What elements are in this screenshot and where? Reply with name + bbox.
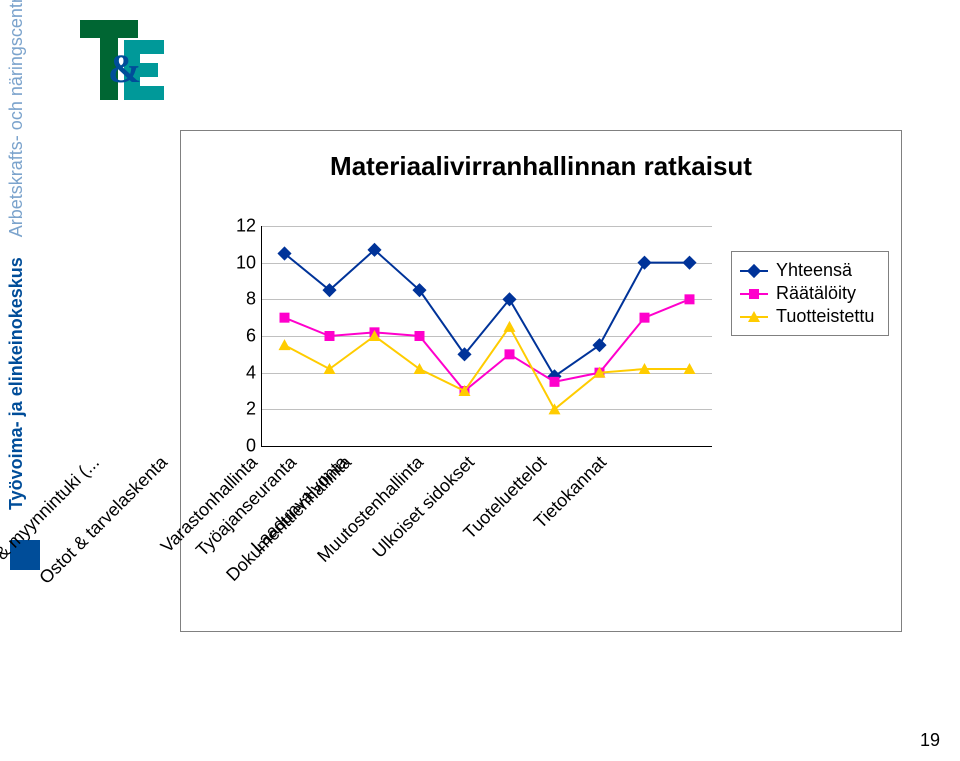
- legend-swatch: [740, 310, 768, 324]
- chart-series-marker: [637, 256, 651, 270]
- legend-label: Tuotteistettu: [776, 306, 874, 327]
- chart-series-marker: [505, 349, 515, 359]
- chart-series-line: [285, 327, 690, 409]
- chart-series-marker: [325, 331, 335, 341]
- chart-legend: YhteensäRäätälöityTuotteistettu: [731, 251, 889, 336]
- chart-series-marker: [414, 363, 426, 374]
- org-name-sv: Arbetskrafts- och näringscentralen: [6, 0, 26, 237]
- chart-series-marker: [550, 377, 560, 387]
- chart-series-marker: [504, 321, 516, 332]
- legend-item: Räätälöity: [740, 283, 880, 304]
- page-number: 19: [920, 730, 940, 751]
- svg-text:&: &: [108, 46, 141, 91]
- chart-title: Materiaalivirranhallinnan ratkaisut: [181, 151, 901, 182]
- chart-series-marker: [640, 313, 650, 323]
- chart-series-marker: [685, 294, 695, 304]
- legend-swatch: [740, 287, 768, 301]
- legend-item: Yhteensä: [740, 260, 880, 281]
- sidebar: Työvoima- ja elinkeinokeskus Arbetskraft…: [0, 0, 48, 540]
- org-name-fi: Työvoima- ja elinkeinokeskus: [6, 257, 26, 510]
- sidebar-label: Työvoima- ja elinkeinokeskus Arbetskraft…: [6, 0, 27, 510]
- legend-label: Yhteensä: [776, 260, 852, 281]
- legend-item: Tuotteistettu: [740, 306, 880, 327]
- chart-plot-area: 024681012Myynti & myynnintuki (...Ostot …: [261, 226, 712, 447]
- chart-container: Materiaalivirranhallinnan ratkaisut 0246…: [180, 130, 902, 632]
- legend-swatch: [740, 264, 768, 278]
- chart-svg: [250, 214, 724, 458]
- chart-series-marker: [415, 331, 425, 341]
- chart-series-marker: [280, 313, 290, 323]
- chart-series-marker: [592, 338, 606, 352]
- chart-series-line: [285, 299, 690, 391]
- te-logo: &: [80, 20, 170, 115]
- chart-xlabel: Ostot & tarvelaskenta: [36, 452, 173, 589]
- chart-series-marker: [324, 363, 336, 374]
- chart-series-marker: [279, 339, 291, 350]
- legend-label: Räätälöity: [776, 283, 856, 304]
- chart-series-marker: [682, 256, 696, 270]
